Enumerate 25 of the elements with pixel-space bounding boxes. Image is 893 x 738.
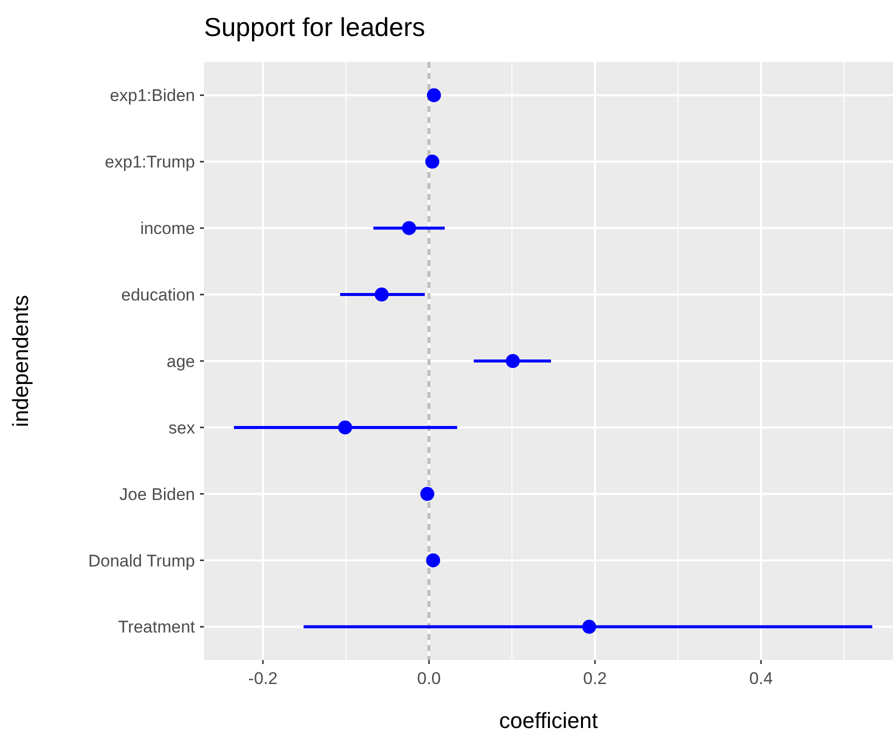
chart-title: Support for leaders [204,12,426,42]
x-tick-label: 0.2 [583,669,607,688]
point [338,420,352,434]
point [582,620,596,634]
y-tick-label: education [121,286,195,305]
y-tick-label: exp1:Biden [110,86,195,106]
x-tick-label: 0.0 [417,669,441,688]
x-tick-label: -0.2 [248,669,278,688]
point [426,88,441,102]
y-tick-label: Treatment [118,618,196,637]
point [425,154,440,169]
x-axis-title: coefficient [499,708,598,733]
point [506,354,520,368]
point [374,288,389,302]
point [426,553,440,568]
x-tick-label: 0.4 [749,669,773,688]
y-tick-label: Donald Trump [88,551,195,570]
y-axis-title: independents [8,294,33,428]
y-tick-label: exp1:Trump [104,152,195,172]
y-tick-label: Joe Biden [119,484,195,504]
y-tick-label: sex [168,418,196,438]
point [402,221,416,236]
y-tick-label: income [140,219,195,238]
point [420,486,434,501]
y-tick-label: age [166,352,195,371]
